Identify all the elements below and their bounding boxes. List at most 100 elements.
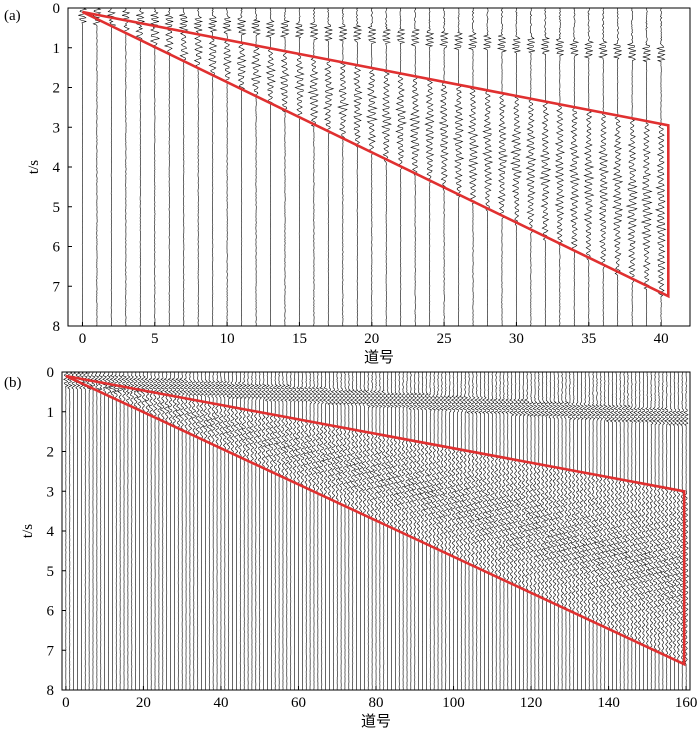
seismic-trace	[625, 7, 638, 327]
x-tick-label: 160	[675, 695, 698, 711]
seismic-trace	[207, 7, 218, 327]
seismic-trace	[102, 371, 108, 691]
seismic-trace	[501, 371, 507, 691]
seismic-trace	[640, 7, 654, 327]
seismic-trace	[171, 371, 178, 690]
seismic-trace	[129, 371, 135, 691]
y-tick-label: 7	[53, 279, 61, 295]
seismic-trace	[357, 371, 364, 691]
seismic-trace	[183, 371, 189, 691]
seismic-trace	[361, 371, 368, 691]
seismic-trace	[582, 371, 588, 691]
seismic-trace	[403, 371, 411, 691]
seismic-trace	[438, 7, 449, 327]
seismic-trace	[78, 7, 88, 327]
x-tick-label: 60	[291, 695, 306, 711]
seismic-trace	[675, 371, 682, 691]
x-tick-label: 140	[597, 695, 620, 711]
seismic-trace	[179, 371, 185, 691]
seismic-trace	[229, 371, 236, 691]
seismic-trace	[272, 371, 278, 691]
seismic-trace	[178, 7, 189, 327]
seismic-trace	[315, 371, 321, 691]
y-tick-label: 0	[53, 1, 61, 17]
x-tick-label: 0	[79, 331, 87, 347]
seismic-trace	[586, 371, 592, 691]
seismic-trace	[322, 7, 335, 327]
seismic-trace	[629, 371, 635, 691]
seismic-trace	[69, 371, 77, 691]
seismic-trace	[121, 7, 131, 327]
x-tick-label: 10	[220, 331, 235, 347]
y-axis-label: t/s	[26, 160, 42, 174]
seismic-trace	[462, 371, 468, 691]
seismic-trace	[275, 371, 282, 691]
seismic-trace	[508, 371, 515, 691]
seismic-trace	[632, 371, 639, 691]
seismic-trace	[450, 371, 457, 691]
seismic-trace	[113, 371, 120, 691]
seismic-trace	[593, 371, 600, 691]
x-tick-label: 40	[654, 331, 669, 347]
seismic-trace	[152, 371, 158, 691]
seismic-trace	[621, 371, 628, 691]
seismic-trace	[72, 371, 81, 691]
seismic-trace	[648, 371, 655, 691]
x-tick-label: 15	[292, 331, 307, 347]
x-axis-label: 道号	[364, 349, 394, 366]
seismic-trace	[415, 371, 422, 691]
seismic-trace	[435, 371, 441, 691]
seismic-trace	[567, 371, 573, 691]
seismic-trace	[446, 371, 453, 691]
x-tick-label: 40	[213, 695, 228, 711]
highlight-region	[81, 10, 670, 299]
seismic-trace	[671, 371, 678, 691]
seismic-trace	[214, 371, 220, 691]
seismic-trace	[424, 7, 435, 327]
y-tick-label: 8	[53, 319, 61, 335]
seismic-trace	[551, 371, 558, 690]
seismic-trace	[442, 371, 449, 691]
seismic-trace	[121, 371, 127, 691]
y-tick-label: 5	[53, 200, 61, 216]
seismic-trace	[369, 371, 375, 691]
seismic-trace	[163, 7, 174, 327]
seismic-trace	[346, 371, 352, 691]
x-tick-label: 30	[509, 331, 524, 347]
y-tick-label: 6	[53, 240, 61, 256]
seismic-trace	[187, 371, 193, 691]
highlight-region	[65, 374, 686, 667]
seismic-trace	[233, 371, 240, 691]
seismic-trace	[104, 372, 113, 691]
y-tick-label: 2	[53, 81, 61, 97]
seismic-trace	[193, 7, 204, 327]
seismic-trace	[466, 371, 472, 691]
seismic-trace	[250, 7, 262, 327]
seismic-trace	[107, 7, 117, 327]
x-tick-label: 120	[520, 695, 543, 711]
y-tick-label: 3	[47, 484, 55, 500]
seismic-trace	[245, 371, 252, 691]
seismic-trace	[520, 371, 527, 691]
seismic-trace	[210, 371, 216, 691]
y-tick-label: 5	[47, 564, 55, 580]
seismic-trace	[419, 371, 426, 691]
seismic-trace	[222, 7, 232, 327]
seismic-trace	[163, 371, 170, 691]
seismic-trace	[454, 371, 461, 691]
x-tick-label: 80	[369, 695, 384, 711]
seismic-trace	[656, 371, 663, 691]
seismic-trace	[307, 7, 319, 327]
seismic-trace	[652, 371, 658, 691]
x-tick-label: 100	[442, 695, 465, 711]
seismic-trace	[125, 371, 131, 691]
seismic-trace	[140, 371, 147, 691]
seismic-trace	[439, 371, 445, 691]
seismic-trace	[149, 7, 161, 327]
seismic-trace	[512, 371, 519, 691]
seismic-trace	[555, 371, 562, 691]
y-tick-label: 2	[47, 445, 55, 461]
y-tick-label: 4	[53, 160, 61, 176]
seismic-trace	[334, 371, 341, 691]
seismic-trace	[294, 7, 305, 327]
